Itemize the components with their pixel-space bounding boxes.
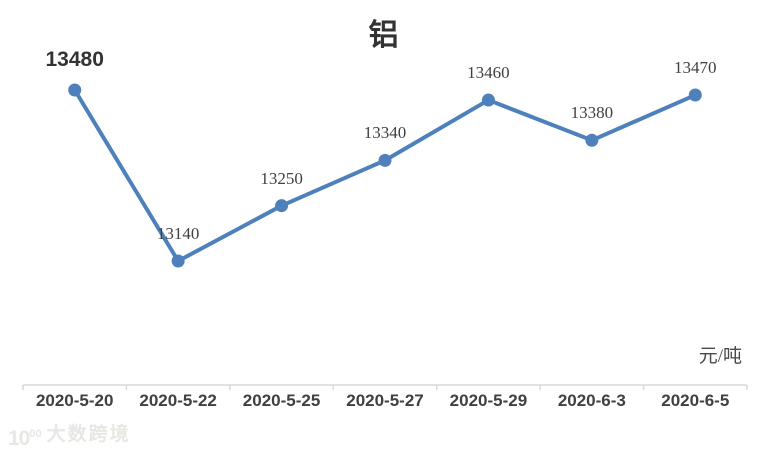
- chart-title: 铝: [368, 19, 400, 52]
- watermark-logo-icon: 1000: [8, 427, 42, 450]
- x-axis-label: 2020-5-29: [449, 391, 528, 410]
- data-point-marker: [275, 199, 289, 213]
- x-axis-label: 2020-5-27: [346, 391, 424, 410]
- data-label: 13340: [363, 123, 407, 143]
- data-label: 13250: [260, 168, 303, 188]
- data-label: 13470: [674, 58, 717, 78]
- data-label: 13140: [156, 224, 200, 243]
- data-label: 13460: [467, 63, 510, 83]
- x-axis-label: 2020-5-22: [139, 391, 217, 410]
- data-point-marker: [171, 254, 185, 268]
- x-axis-label: 2020-5-25: [242, 391, 321, 410]
- unit-label: 元/吨: [698, 346, 742, 367]
- data-point-marker: [68, 83, 82, 97]
- x-axis-label: 2020-5-20: [35, 391, 114, 410]
- data-point-marker: [481, 93, 495, 107]
- data-label: 13380: [570, 103, 614, 123]
- x-axis-label: 2020-6-5: [661, 391, 730, 410]
- data-label: 13480: [45, 48, 104, 71]
- watermark: 1000 大数跨境: [8, 423, 131, 450]
- data-point-marker: [378, 153, 392, 167]
- watermark-text: 大数跨境: [46, 424, 131, 445]
- data-point-marker: [688, 88, 702, 102]
- x-axis-label: 2020-6-3: [557, 391, 626, 410]
- data-point-marker: [585, 133, 599, 147]
